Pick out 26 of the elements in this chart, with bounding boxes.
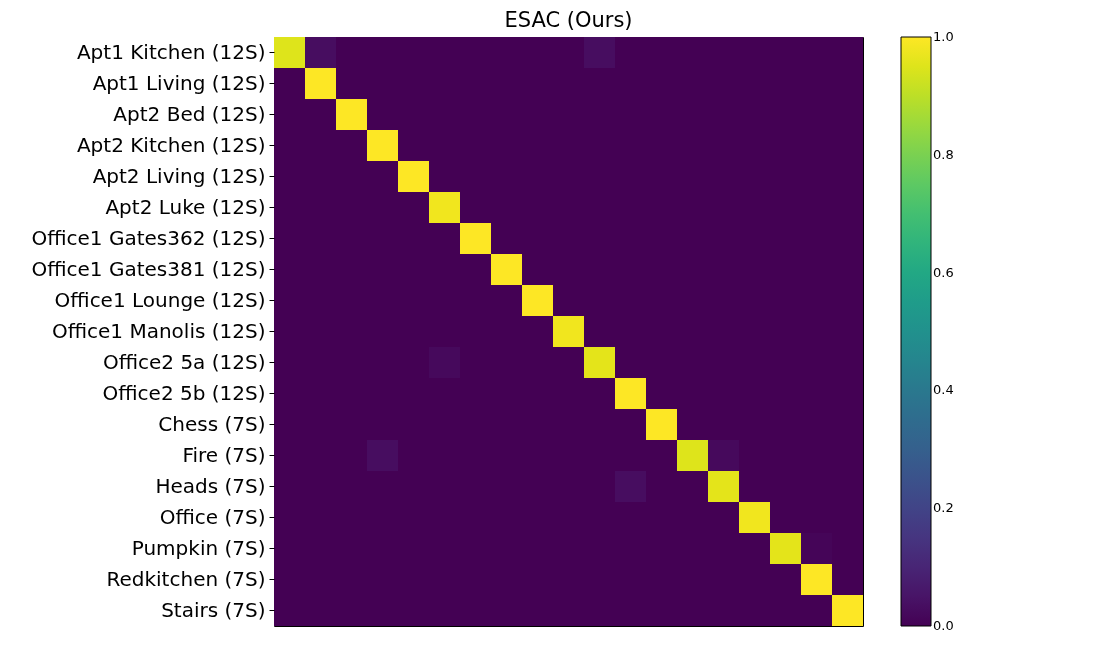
y-tick-label: Office1 Lounge (12S) xyxy=(54,287,266,312)
y-tick-label: Office2 5b (12S) xyxy=(102,380,266,405)
y-tick-label: Apt1 Living (12S) xyxy=(92,70,266,95)
chart-title: ESAC (Ours) xyxy=(504,8,633,32)
y-tick-label: Office1 Manolis (12S) xyxy=(51,318,266,343)
color-bar-label: 0.8 xyxy=(933,146,954,162)
color-bar-label: 0.6 xyxy=(933,264,954,280)
y-tick-label: Apt2 Luke (12S) xyxy=(105,194,266,219)
y-tick-label: Apt2 Bed (12S) xyxy=(113,101,266,126)
color-bar-label: 0.2 xyxy=(933,500,954,516)
y-tick-label: Apt1 Kitchen (12S) xyxy=(76,39,266,64)
y-tick-label: Fire (7S) xyxy=(182,442,266,467)
y-tick-label: Heads (7S) xyxy=(155,473,266,498)
y-tick-label: Apt2 Kitchen (12S) xyxy=(76,132,266,157)
y-tick-label: Pumpkin (7S) xyxy=(131,535,266,560)
y-tick-label: Redkitchen (7S) xyxy=(106,566,266,591)
color-bar-label: 0.4 xyxy=(933,382,954,398)
y-tick-label: Office1 Gates381 (12S) xyxy=(31,256,266,281)
y-tick-label: Office (7S) xyxy=(159,504,266,529)
y-tick-label: Office2 5a (12S) xyxy=(102,349,266,374)
y-tick-label: Chess (7S) xyxy=(158,411,266,436)
y-tick-label: Apt2 Living (12S) xyxy=(92,163,266,188)
y-tick-label: Stairs (7S) xyxy=(161,597,266,622)
color-bar-label: 0.0 xyxy=(933,618,954,633)
y-tick-label: Office1 Gates362 (12S) xyxy=(31,225,266,250)
color-bar-label: 1.0 xyxy=(933,29,954,44)
